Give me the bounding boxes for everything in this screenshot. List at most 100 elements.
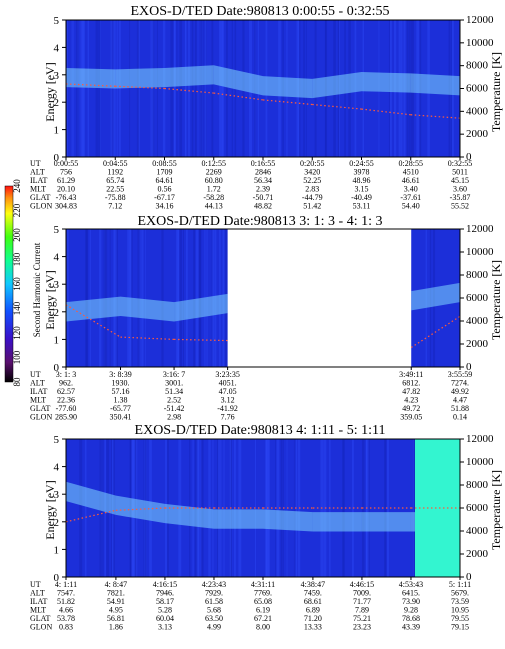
temperature-trace: [65, 509, 117, 523]
ephemeris-row-label: UT: [30, 370, 41, 379]
ephemeris-value: 962.: [59, 379, 73, 388]
heatmap-streak: [255, 439, 257, 577]
ephemeris-value: 4051.: [219, 379, 237, 388]
ephemeris-value: 7459.: [304, 589, 322, 598]
heatmap-streak: [186, 229, 188, 367]
ephemeris-value: 1709: [157, 168, 173, 177]
ephemeris-value: 65.08: [254, 597, 272, 606]
ephemeris-row-label: MLT: [30, 606, 46, 615]
y2-tick-label: 2000: [466, 548, 489, 560]
heatmap-streak: [286, 439, 288, 577]
heatmap-streak: [265, 439, 268, 577]
heatmap-streak: [193, 229, 195, 367]
y2-tick-label: 8000: [466, 60, 489, 72]
ephemeris-value: 73.59: [451, 597, 469, 606]
temperature-trace: [174, 338, 228, 342]
temperature-trace: [213, 92, 264, 101]
y-tick-label: 2: [54, 307, 60, 319]
ephemeris-value: 7929.: [205, 589, 223, 598]
heatmap-streak: [66, 229, 69, 367]
heatmap-streak: [87, 20, 90, 157]
ephemeris-value: -75.88: [105, 193, 126, 202]
ephemeris-value: 1.72: [207, 185, 221, 194]
heatmap-streak: [185, 20, 187, 157]
heatmap-streak: [156, 20, 158, 157]
ephemeris-value: -41.92: [217, 404, 238, 413]
ephemeris-value: 4: 8:47: [105, 580, 127, 589]
ephemeris-value: 3: 8:39: [109, 370, 131, 379]
heatmap-streak: [221, 439, 223, 577]
ephemeris-value: 5.28: [158, 606, 172, 615]
ephemeris-value: 7547.: [57, 589, 75, 598]
heatmap-streak: [231, 439, 233, 577]
ephemeris-value: 1.38: [114, 396, 128, 405]
ephemeris-value: 5.68: [207, 606, 221, 615]
ephemeris-value: 46.61: [402, 176, 420, 185]
ephemeris-value: 61.58: [205, 597, 223, 606]
heatmap-streak: [194, 20, 197, 157]
ephemeris-row-label: UT: [30, 580, 41, 589]
heatmap-streak: [89, 229, 91, 367]
heatmap-streak: [221, 20, 223, 157]
energy-band-segment: [120, 296, 175, 322]
ephemeris-row-label: ILAT: [30, 387, 47, 396]
ephemeris-value: 43.39: [402, 623, 420, 632]
heatmap-streak: [191, 20, 194, 157]
ephemeris-value: 75.21: [353, 614, 371, 623]
y2-tick-label: 2000: [466, 128, 489, 140]
panel-1-y2label: Temperature [K]: [489, 52, 503, 132]
ephemeris-row-label: ALT: [30, 168, 45, 177]
ephemeris-value: 0:16:55: [251, 159, 275, 168]
ephemeris-value: 3.13: [158, 623, 172, 632]
ephemeris-value: 57.16: [112, 387, 130, 396]
panel-3-ylabel: Energy [eV]: [43, 480, 57, 539]
ephemeris-value: 53.11: [353, 202, 371, 211]
ephemeris-value: 2.98: [167, 413, 181, 422]
ephemeris-value: 60.80: [205, 176, 223, 185]
ephemeris-value: 3: 1: 3: [56, 370, 76, 379]
heatmap-streak: [118, 20, 121, 157]
ephemeris-value: 7.76: [221, 413, 235, 422]
heatmap-streak: [84, 439, 87, 577]
heatmap-streak: [177, 229, 179, 367]
colorbar-tick-label: 180: [12, 252, 22, 266]
y2-tick-label: 8000: [466, 479, 489, 491]
heatmap-streak: [137, 229, 140, 367]
heatmap-streak: [342, 439, 344, 577]
ephemeris-value: 6812.: [402, 379, 420, 388]
y2-tick-label: 4000: [466, 105, 489, 117]
ephemeris-value: 5011: [452, 168, 468, 177]
ephemeris-value: 0.56: [158, 185, 172, 194]
ephemeris-value: 58.17: [156, 597, 174, 606]
ephemeris-value: 34.16: [156, 202, 174, 211]
ephemeris-value: 350.41: [110, 413, 132, 422]
heatmap-streak: [188, 20, 190, 157]
ephemeris-value: -51.42: [164, 404, 185, 413]
ephemeris-value: 4:38:47: [301, 580, 325, 589]
colorbar-tick-label: 220: [12, 203, 22, 217]
energy-band-segment: [213, 65, 263, 96]
heatmap-streak: [211, 20, 214, 157]
ephemeris-value: 79.15: [451, 623, 469, 632]
colorbar-label: Second Harmonic Current: [32, 242, 42, 337]
ephemeris-value: 4.66: [59, 606, 73, 615]
temperature-trace: [65, 83, 116, 87]
temperature-trace: [115, 85, 165, 90]
ephemeris-row-label: GLON: [30, 623, 52, 632]
y-tick-label: 4: [54, 462, 60, 474]
ephemeris-value: 64.61: [156, 176, 174, 185]
ephemeris-value: 53.78: [57, 614, 75, 623]
ephemeris-value: 7946.: [156, 589, 174, 598]
heatmap-streak: [112, 20, 114, 157]
panel-3-y2label: Temperature [K]: [489, 470, 503, 550]
y-tick-label: 1: [54, 125, 60, 137]
ephemeris-value: 61.29: [57, 176, 75, 185]
ephemeris-value: 304.83: [55, 202, 77, 211]
heatmap-streak: [141, 229, 144, 367]
ephemeris-value: 0:32:55: [448, 159, 472, 168]
heatmap-streak: [76, 20, 79, 157]
heatmap-streak: [276, 439, 280, 577]
